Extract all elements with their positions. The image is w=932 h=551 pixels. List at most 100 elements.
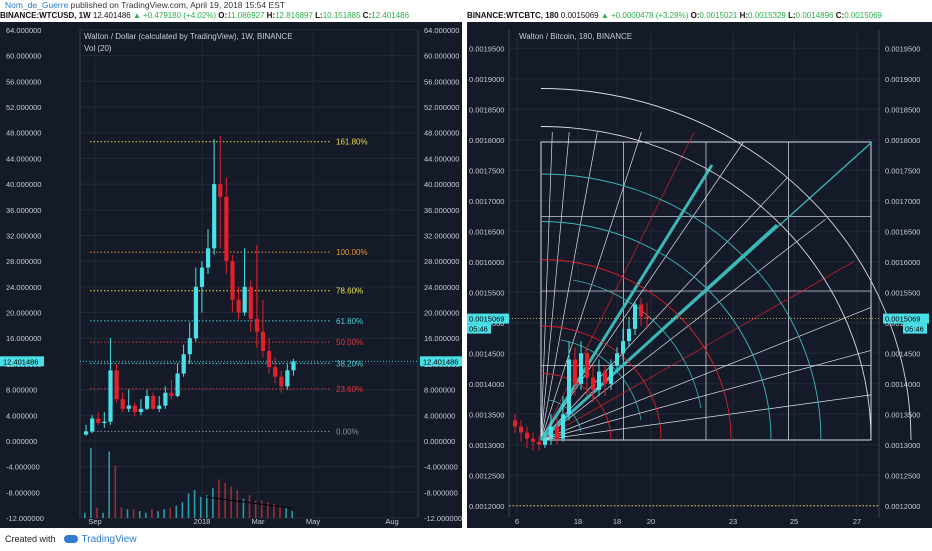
volume-bar — [108, 451, 110, 518]
x-tick-label: Aug — [385, 517, 398, 526]
chart-title: Walton / Bitcoin, 180, BINANCE — [519, 32, 633, 41]
chart-canvas-wtcusd[interactable]: 64.000000 64.000000 60.000000 60.000000 56.0… — [0, 10, 462, 528]
gann-arc — [540, 173, 822, 441]
x-tick-label: 27 — [853, 517, 861, 526]
price-value: 12.401486 — [92, 11, 131, 20]
author-link[interactable]: Nom_de_Guerre — [5, 0, 69, 10]
y-tick-label-left: 4.000000 — [6, 411, 37, 420]
y-tick-label-right: 0.0012000 — [885, 502, 920, 511]
price-tag-right-text: 12.401486 — [423, 357, 458, 366]
x-tick-label: 6 — [515, 517, 519, 526]
volume-bar — [193, 490, 196, 518]
volume-bar — [126, 509, 129, 518]
y-tick-label-left: -8.000000 — [6, 488, 40, 497]
volume-bar — [248, 495, 251, 518]
candle-body — [230, 261, 235, 300]
y-tick-label-right: 0.0016000 — [885, 258, 920, 267]
candle-body — [603, 371, 607, 384]
fib-level-label: 161.80% — [336, 138, 368, 147]
gann-fan-thick — [539, 223, 779, 442]
y-tick-label-left: 16.000000 — [6, 334, 41, 343]
candle-body — [242, 286, 247, 313]
volume-bar — [181, 502, 184, 518]
volume-bar — [273, 504, 275, 518]
candle-body — [120, 399, 125, 409]
volume-bar — [242, 498, 245, 518]
fib-level-label: 38.20% — [336, 359, 363, 368]
y-tick-label-left: 0.0017000 — [469, 197, 504, 206]
y-tick-label-right: 0.0013500 — [885, 410, 920, 419]
gann-fan-line — [540, 350, 872, 441]
candle-body — [260, 331, 266, 352]
volume-bar — [260, 500, 263, 518]
candle-body — [573, 359, 577, 384]
volume-bar — [169, 507, 171, 518]
candle-body — [108, 370, 113, 422]
symbol-info-line: BINANCE:WTCBTC, 180 0.0015069 ▲ +0.00004… — [467, 10, 932, 22]
chart-panel-wtcbtc[interactable]: BINANCE:WTCBTC, 180 0.0015069 ▲ +0.00004… — [467, 10, 932, 528]
price-value: 0.0015069 — [560, 11, 599, 20]
y-tick-label-left: -4.000000 — [6, 463, 40, 472]
tradingview-link[interactable]: TradingView — [81, 534, 137, 545]
y-tick-label-left: 0.0014500 — [469, 349, 504, 358]
y-tick-label-left: 24.000000 — [6, 283, 41, 292]
volume-bar — [199, 497, 202, 518]
x-tick-label: 2018 — [194, 517, 211, 526]
y-tick-label-right: 4.000000 — [424, 411, 455, 420]
volume-bar — [212, 488, 214, 518]
y-tick-label-right: 48.000000 — [424, 129, 459, 138]
fib-level-label: 100.00% — [336, 248, 368, 257]
x-tick-label: 18 — [574, 517, 582, 526]
gann-arc — [540, 325, 662, 441]
x-tick-label: Sep — [88, 517, 101, 526]
y-tick-label-left: 36.000000 — [6, 206, 41, 215]
candle-body — [591, 377, 595, 390]
candle-body — [615, 353, 619, 366]
candle-body — [187, 338, 192, 355]
x-tick-label: Mar — [252, 517, 265, 526]
volume-bar — [206, 495, 208, 518]
y-tick-label-right: 16.000000 — [424, 334, 459, 343]
candle-body — [236, 299, 241, 313]
y-tick-label-left: 56.000000 — [6, 77, 41, 86]
y-tick-label-right: -8.000000 — [424, 488, 458, 497]
candle-body — [549, 426, 553, 439]
candle-body — [145, 396, 150, 409]
chart-panel-wtcusd[interactable]: BINANCE:WTCUSD, 1W 12.401486 ▲ +0.479180… — [0, 10, 462, 528]
candle-body — [102, 421, 107, 423]
candle-body — [90, 418, 95, 432]
volume-indicator-label[interactable]: Vol (20) — [84, 44, 112, 53]
volume-bar — [254, 500, 257, 518]
candle-body — [273, 367, 278, 377]
candle-body — [609, 365, 613, 384]
symbol-label: BINANCE:WTCBTC, 180 — [467, 11, 559, 20]
candle-body — [531, 438, 535, 442]
gann-arc — [540, 259, 732, 441]
candle-body — [291, 361, 296, 371]
y-tick-label-right: 0.0017500 — [885, 166, 920, 175]
y-tick-label-right: 20.000000 — [424, 309, 459, 318]
candle-body — [525, 432, 529, 439]
candle-body — [519, 426, 523, 433]
candle-body — [181, 354, 186, 374]
y-tick-label-right: 44.000000 — [424, 154, 459, 163]
candle-body — [561, 414, 565, 439]
chart-title: Walton / Dollar (calculated by TradingVi… — [84, 32, 293, 41]
y-tick-label-right: 36.000000 — [424, 206, 459, 215]
candle-body — [157, 405, 162, 409]
y-tick-label-right: 8.000000 — [424, 386, 455, 395]
y-tick-label-right: 0.0018500 — [885, 105, 920, 114]
price-tag-left — [0, 356, 44, 367]
x-tick-label: 18 — [613, 517, 621, 526]
gann-fan-line — [540, 131, 695, 441]
fib-level-label: 50.00% — [336, 338, 363, 347]
gann-fan-line — [540, 131, 570, 441]
chart-canvas-wtcbtc[interactable]: 0.0019500 0.0019500 0.0019000 0.0019000 0.00… — [467, 10, 932, 528]
candle-body — [199, 267, 205, 287]
price-tag-right — [420, 356, 462, 367]
y-tick-label-left: 0.0013000 — [469, 441, 504, 450]
y-tick-label-left: 0.0017500 — [469, 166, 504, 175]
candle-body — [218, 184, 223, 197]
volume-bar — [120, 507, 123, 518]
y-tick-label-right: 0.0014000 — [885, 380, 920, 389]
